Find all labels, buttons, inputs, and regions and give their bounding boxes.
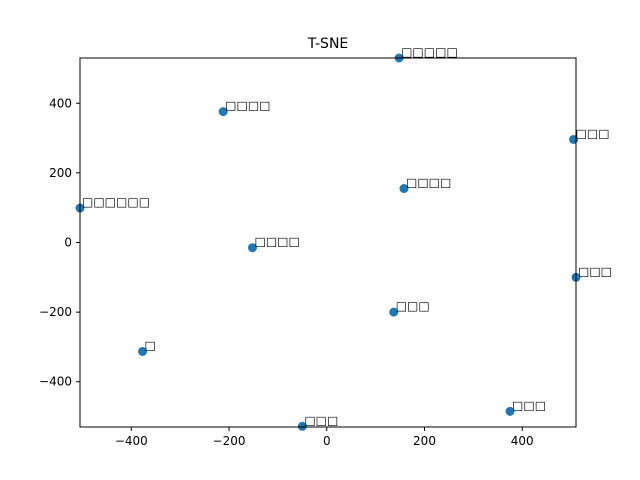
axes-frame [79, 57, 577, 428]
x-tick-label: 400 [511, 434, 534, 448]
scatter-point [399, 184, 409, 194]
scatter-point [389, 307, 399, 317]
x-tick-label: 0 [323, 434, 331, 448]
y-tick-label: −400 [39, 375, 72, 389]
y-axis: −400 −200 0 200 400 [39, 96, 80, 389]
point-label: □ [145, 338, 156, 352]
scatter-point [248, 243, 258, 253]
point-label: □□□□□ [401, 45, 458, 59]
point-label: □□□□ [406, 176, 451, 190]
plot-area: □□□□□□□□□□□□□□□□□□□□□□□□□□□□□□□□□□□□□□□ [75, 45, 612, 431]
scatter-point [218, 107, 228, 117]
point-label: □□□□□□ [82, 195, 150, 209]
x-tick-label: −400 [115, 434, 148, 448]
y-tick-label: 200 [49, 166, 72, 180]
point-label: □□□ [396, 299, 430, 313]
y-tick-label: −200 [39, 305, 72, 319]
scatter-point [505, 406, 515, 416]
point-label: □□□ [576, 126, 610, 140]
x-tick-label: 200 [413, 434, 436, 448]
point-label: □□□□ [225, 99, 270, 113]
y-tick-label: 400 [49, 96, 72, 110]
scatter-point [138, 346, 148, 356]
chart-title: T-SNE [307, 36, 349, 52]
x-axis: −400 −200 0 200 400 [115, 427, 534, 448]
point-label: □□□ [578, 264, 612, 278]
scatter-point [297, 421, 307, 431]
point-label: □□□ [512, 398, 546, 412]
point-label: □□□ [304, 413, 338, 427]
x-tick-label: −200 [213, 434, 246, 448]
y-tick-label: 0 [64, 236, 72, 250]
point-label: □□□□ [255, 235, 300, 249]
